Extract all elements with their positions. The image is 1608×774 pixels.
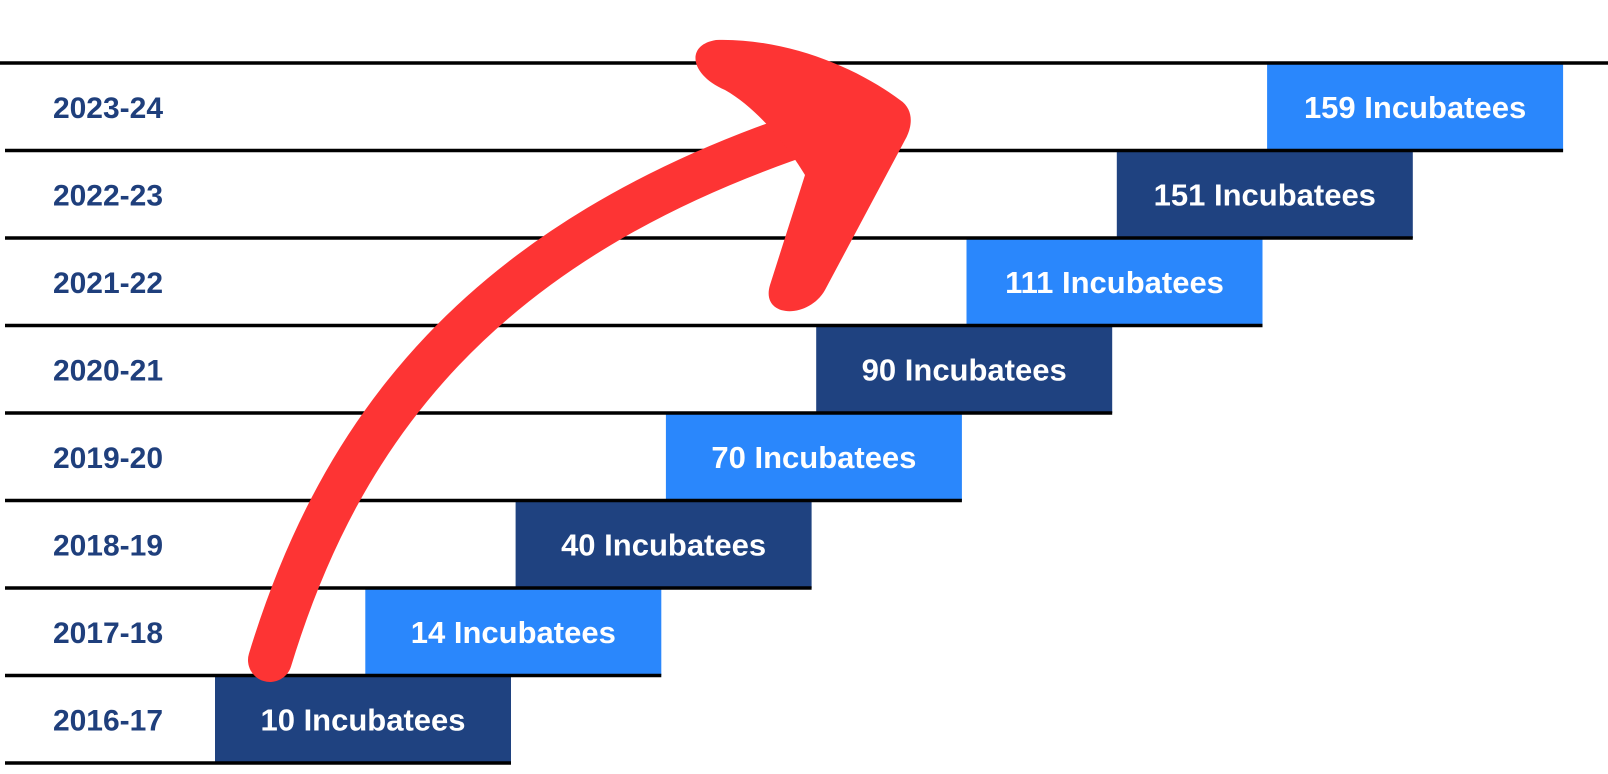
bar-label: 14 Incubatees (411, 615, 616, 650)
year-label: 2023-24 (53, 92, 163, 125)
year-label: 2022-23 (53, 179, 163, 212)
bar-label: 70 Incubatees (711, 440, 916, 475)
growth-arrow-head (695, 39, 911, 312)
bar-label: 111 Incubatees (1005, 265, 1224, 300)
year-label: 2019-20 (53, 442, 163, 475)
bar-label: 159 Incubatees (1304, 90, 1526, 125)
growth-arrow-shaft (248, 108, 837, 682)
bar-2018-19 (515, 500, 812, 588)
labels-layer: 10 Incubatees 2016-17 14 Incubatees 2017-18… (53, 90, 1526, 738)
bar-label: 151 Incubatees (1154, 177, 1376, 212)
year-label: 2018-19 (53, 529, 163, 562)
bar-2016-17 (215, 675, 511, 763)
bar-2022-23 (1116, 150, 1413, 238)
year-label: 2016-17 (53, 704, 163, 737)
bar-2021-22 (966, 238, 1263, 326)
bar-label: 10 Incubatees (260, 702, 465, 737)
bar-2020-21 (816, 325, 1113, 413)
bar-2019-20 (665, 413, 962, 501)
year-label: 2021-22 (53, 267, 163, 300)
bar-label: 90 Incubatees (862, 352, 1067, 387)
bar-2023-24 (1267, 63, 1564, 151)
bar-label: 40 Incubatees (561, 527, 766, 562)
bar-2017-18 (365, 588, 662, 676)
growth-arrow-icon (248, 39, 911, 682)
year-label: 2017-18 (53, 617, 163, 650)
year-label: 2020-21 (53, 354, 163, 387)
bars-layer (215, 63, 1564, 763)
